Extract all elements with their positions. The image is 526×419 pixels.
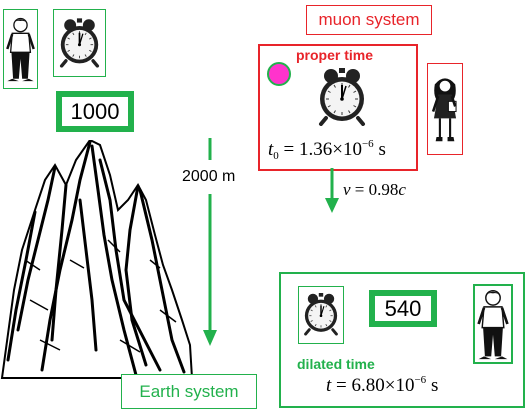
distance-arrow — [203, 138, 217, 346]
earth-counter-value: 1000 — [70, 98, 120, 124]
muon-observer-frame — [427, 63, 463, 155]
dilated-time-formula: t = 6.80×10−6 s — [326, 374, 439, 396]
velocity-arrow — [325, 168, 339, 213]
alarm-clock-icon — [303, 291, 339, 336]
dilated-time-panel: 540 dilated time t = 6.80×10−6 s — [279, 272, 525, 408]
observer-girl-icon — [431, 77, 458, 143]
muon-system-label: muon system — [306, 5, 432, 35]
muon-system-panel: proper time t0 = 1.36×10−6 s — [258, 44, 418, 171]
distance-label: 2000 m — [182, 168, 236, 185]
earth-muon-counter: 1000 — [56, 91, 134, 132]
proper-time-formula: t0 = 1.36×10−6 s — [268, 138, 386, 162]
alarm-clock-icon — [59, 16, 100, 68]
mountain-icon — [0, 140, 194, 379]
muon-particle-icon — [267, 62, 291, 86]
earth-frame-clock-frame — [298, 286, 344, 344]
earth-clock-frame — [53, 9, 106, 77]
alarm-clock-icon — [312, 66, 372, 126]
velocity-label: v = 0.98c — [343, 180, 406, 199]
dilated-counter-value: 540 — [384, 295, 422, 321]
earth-frame-observer-frame — [473, 284, 513, 364]
proper-time-label: proper time — [296, 47, 374, 63]
observer-boy-icon — [4, 10, 37, 88]
earth-system-label: Earth system — [121, 374, 257, 409]
dilated-muon-counter: 540 — [369, 290, 437, 327]
observer-boy-icon — [475, 286, 511, 362]
dilated-time-label: dilated time — [297, 356, 375, 372]
earth-observer-frame — [3, 9, 38, 89]
